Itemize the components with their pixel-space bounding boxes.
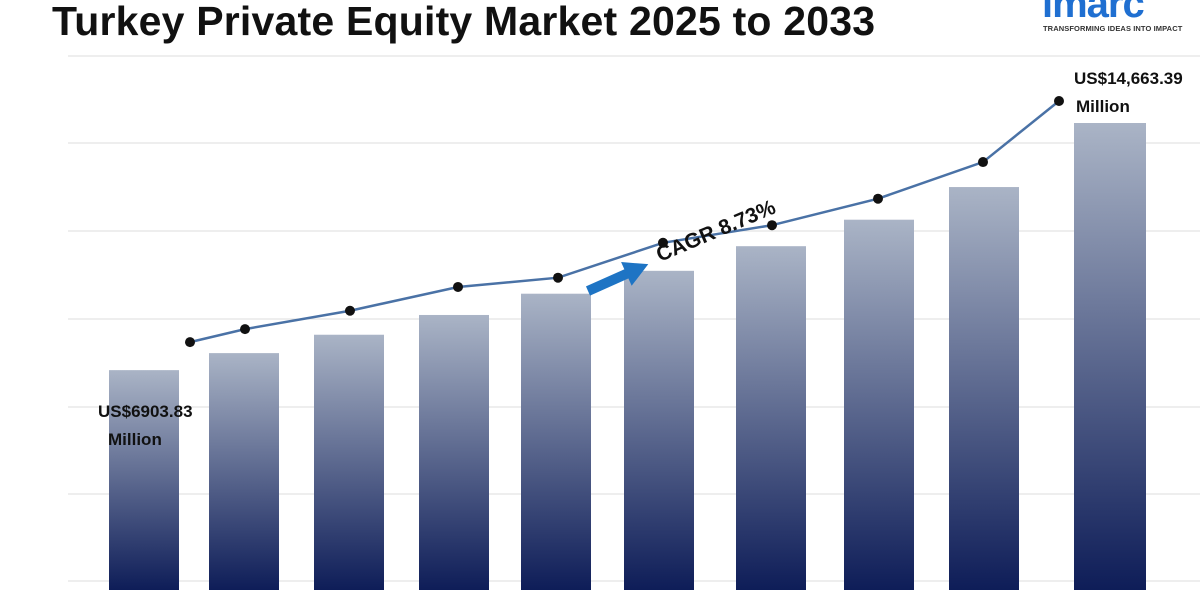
- end-unit-label: Million: [1076, 97, 1130, 116]
- bar-2: [314, 334, 384, 590]
- bar-1: [209, 353, 279, 590]
- start-value-label: US$6903.83: [98, 402, 193, 421]
- bar-5: [624, 270, 694, 590]
- trend-point-1: [240, 324, 250, 335]
- trend-point-2: [345, 305, 355, 316]
- bar-6: [736, 246, 806, 591]
- bar-3: [419, 314, 489, 590]
- start-unit-label: Million: [108, 430, 162, 449]
- trend-point-0: [185, 337, 195, 348]
- logo-tagline: TRANSFORMING IDEAS INTO IMPACT: [1043, 24, 1183, 33]
- trend-line-path: [189, 100, 1060, 344]
- cagr-arrow-shape: [585, 262, 649, 296]
- trend-point-3: [453, 281, 463, 292]
- bars: [109, 123, 1146, 591]
- bar-8: [949, 187, 1019, 590]
- arrow-shaft: [585, 268, 631, 296]
- bar-0: [109, 370, 179, 590]
- end-value-label: US$14,663.39: [1074, 69, 1183, 88]
- chart-title: Turkey Private Equity Market 2025 to 203…: [52, 0, 876, 44]
- bar-9: [1074, 123, 1146, 590]
- logo-wordmark: imarc: [1042, 0, 1145, 26]
- bar-4: [521, 293, 591, 590]
- imarc-logo: imarc TRANSFORMING IDEAS INTO IMPACT: [1040, 0, 1200, 36]
- trend-point-4: [553, 272, 563, 283]
- bar-7: [844, 219, 914, 591]
- trend-point-8: [978, 157, 988, 168]
- arrow-head: [621, 262, 649, 286]
- trend-point-5: [658, 237, 668, 248]
- trend-point-6: [767, 220, 777, 231]
- trend-point-9: [1054, 96, 1064, 106]
- cagr-arrow: [585, 262, 649, 296]
- trend-line: [185, 96, 1064, 348]
- trend-point-7: [873, 193, 883, 204]
